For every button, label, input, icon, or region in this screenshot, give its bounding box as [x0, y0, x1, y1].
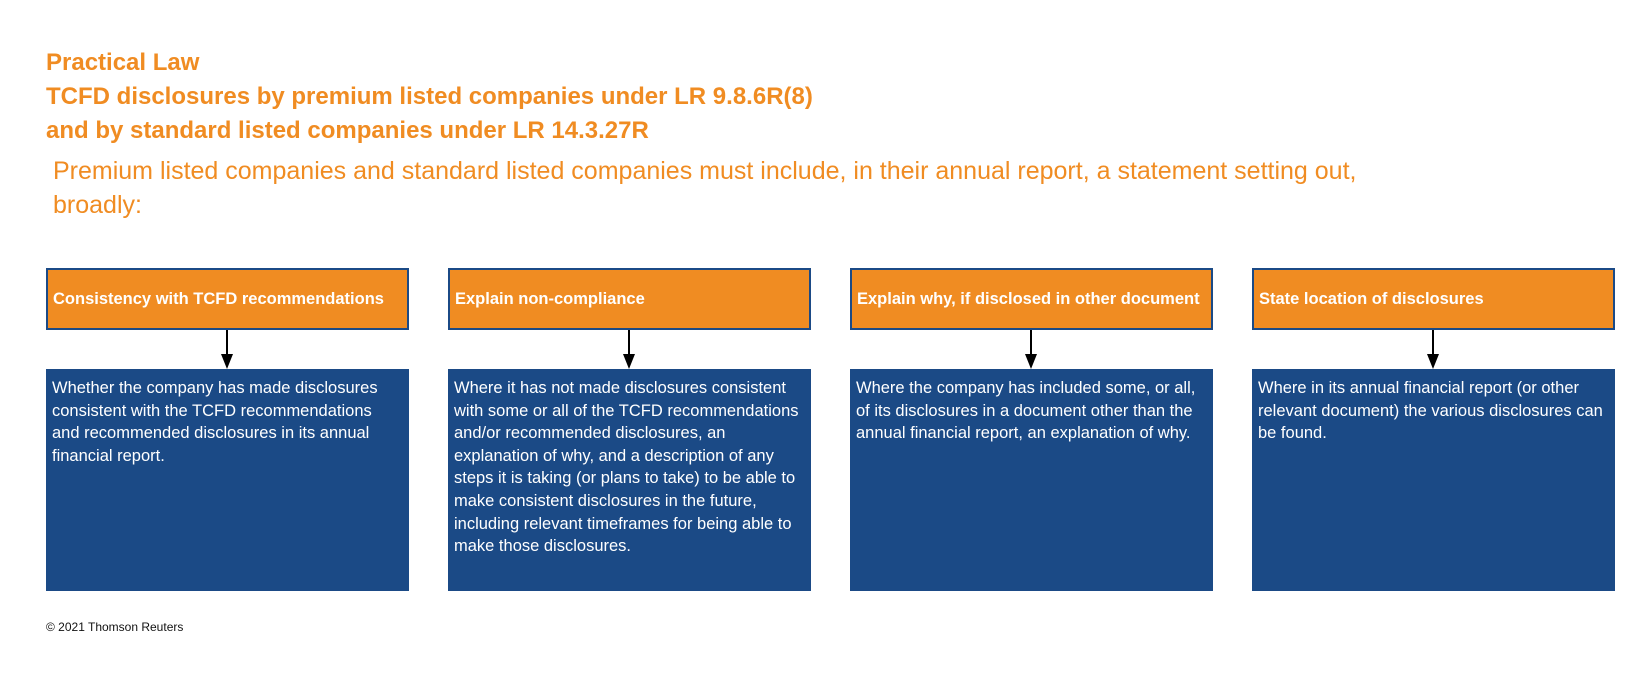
page-header: Practical Law TCFD disclosures by premiu…: [46, 46, 813, 148]
column-description: Whether the company has made disclosures…: [46, 369, 409, 591]
page-title-line-2: and by standard listed companies under L…: [46, 117, 649, 144]
column-heading: Explain why, if disclosed in other docum…: [850, 268, 1213, 330]
down-arrow-icon: [1252, 330, 1615, 369]
copyright-notice: © 2021 Thomson Reuters: [46, 620, 184, 634]
column-heading: Explain non-compliance: [448, 268, 811, 330]
column-consistency: Consistency with TCFD recommendations Wh…: [46, 268, 409, 591]
column-heading: Consistency with TCFD recommendations: [46, 268, 409, 330]
column-non-compliance: Explain non-compliance Where it has not …: [448, 268, 811, 591]
page-title-line-1: TCFD disclosures by premium listed compa…: [46, 83, 813, 110]
column-description: Where in its annual financial report (or…: [1252, 369, 1615, 591]
column-heading: State location of disclosures: [1252, 268, 1615, 330]
intro-text: Premium listed companies and standard li…: [53, 157, 1357, 219]
down-arrow-icon: [850, 330, 1213, 369]
column-description: Where the company has included some, or …: [850, 369, 1213, 591]
column-location: State location of disclosures Where in i…: [1252, 268, 1615, 591]
down-arrow-icon: [46, 330, 409, 369]
down-arrow-icon: [448, 330, 811, 369]
column-other-document: Explain why, if disclosed in other docum…: [850, 268, 1213, 591]
column-description: Where it has not made disclosures consis…: [448, 369, 811, 591]
brand-title: Practical Law: [46, 49, 200, 76]
